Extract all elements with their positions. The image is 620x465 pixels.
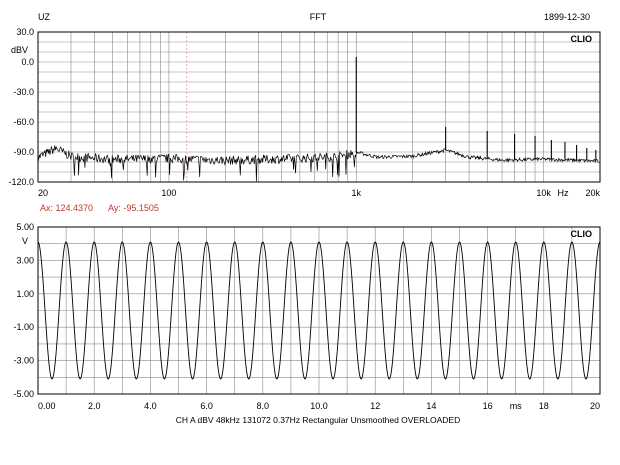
fft-x-tick-labels: 20 100 1k 10k 20k bbox=[38, 188, 600, 198]
osc-clio-badge: CLIO bbox=[571, 229, 593, 239]
header-title: FFT bbox=[310, 12, 327, 22]
osc-x-tick-label: 4.0 bbox=[144, 401, 157, 411]
fft-y-tick-label: -60.0 bbox=[13, 117, 34, 127]
fft-x-tick-label: 10k bbox=[536, 188, 551, 198]
osc-x-tick-label: 18 bbox=[539, 401, 549, 411]
cursor-y-readout: Ay: -95.1505 bbox=[108, 203, 159, 213]
osc-x-tick-label: 6.0 bbox=[200, 401, 213, 411]
fft-clio-badge: CLIO bbox=[571, 34, 593, 44]
osc-x-tick-label: 20 bbox=[590, 401, 600, 411]
fft-noise-trace bbox=[38, 145, 599, 181]
osc-x-tick-label: 0.00 bbox=[38, 401, 56, 411]
fft-y-tick-label: -30.0 bbox=[13, 87, 34, 97]
header-date: 1899-12-30 bbox=[544, 12, 590, 22]
measurement-settings-footer: CH A dBV 48kHz 131072 0.37Hz Rectangular… bbox=[176, 415, 460, 425]
osc-x-tick-label: ms bbox=[510, 401, 522, 411]
fft-y-tick-label: 0.0 bbox=[21, 57, 34, 67]
osc-grid bbox=[38, 227, 600, 394]
osc-x-tick-label: 2.0 bbox=[88, 401, 101, 411]
osc-y-tick-labels: 5.00 3.00 1.00 -1.00 -3.00 -5.00 bbox=[13, 222, 34, 399]
osc-y-tick-label: 1.00 bbox=[16, 289, 34, 299]
fft-trace-group bbox=[38, 57, 599, 181]
osc-x-tick-label: 10.0 bbox=[310, 401, 328, 411]
osc-y-tick-label: 5.00 bbox=[16, 222, 34, 232]
header-left-label: UZ bbox=[38, 12, 50, 22]
osc-y-tick-label: 3.00 bbox=[16, 255, 34, 265]
osc-y-tick-label: -3.00 bbox=[13, 356, 34, 366]
osc-y-tick-label: -1.00 bbox=[13, 322, 34, 332]
fft-x-tick-label: 20 bbox=[38, 188, 48, 198]
fft-y-tick-label: 30.0 bbox=[16, 27, 34, 37]
osc-x-tick-label: 12 bbox=[370, 401, 380, 411]
osc-y-unit-label: V bbox=[22, 236, 28, 246]
osc-x-tick-label: 14 bbox=[426, 401, 436, 411]
fft-x-unit-label: Hz bbox=[558, 188, 569, 198]
fft-y-tick-label: -90.0 bbox=[13, 147, 34, 157]
osc-x-tick-label: 8.0 bbox=[257, 401, 270, 411]
fft-x-tick-label: 100 bbox=[161, 188, 176, 198]
fft-y-unit-label: dBV bbox=[11, 45, 28, 55]
fft-x-tick-label: 20k bbox=[585, 188, 600, 198]
cursor-x-readout: Ax: 124.4370 bbox=[40, 203, 93, 213]
fft-x-tick-label: 1k bbox=[352, 188, 362, 198]
osc-x-tick-label: 16 bbox=[483, 401, 493, 411]
fft-y-tick-label: -120.0 bbox=[8, 177, 34, 187]
osc-y-tick-label: -5.00 bbox=[13, 389, 34, 399]
osc-x-tick-labels: 0.00 2.0 4.0 6.0 8.0 10.0 12 14 16 ms 18 20 bbox=[38, 401, 600, 411]
